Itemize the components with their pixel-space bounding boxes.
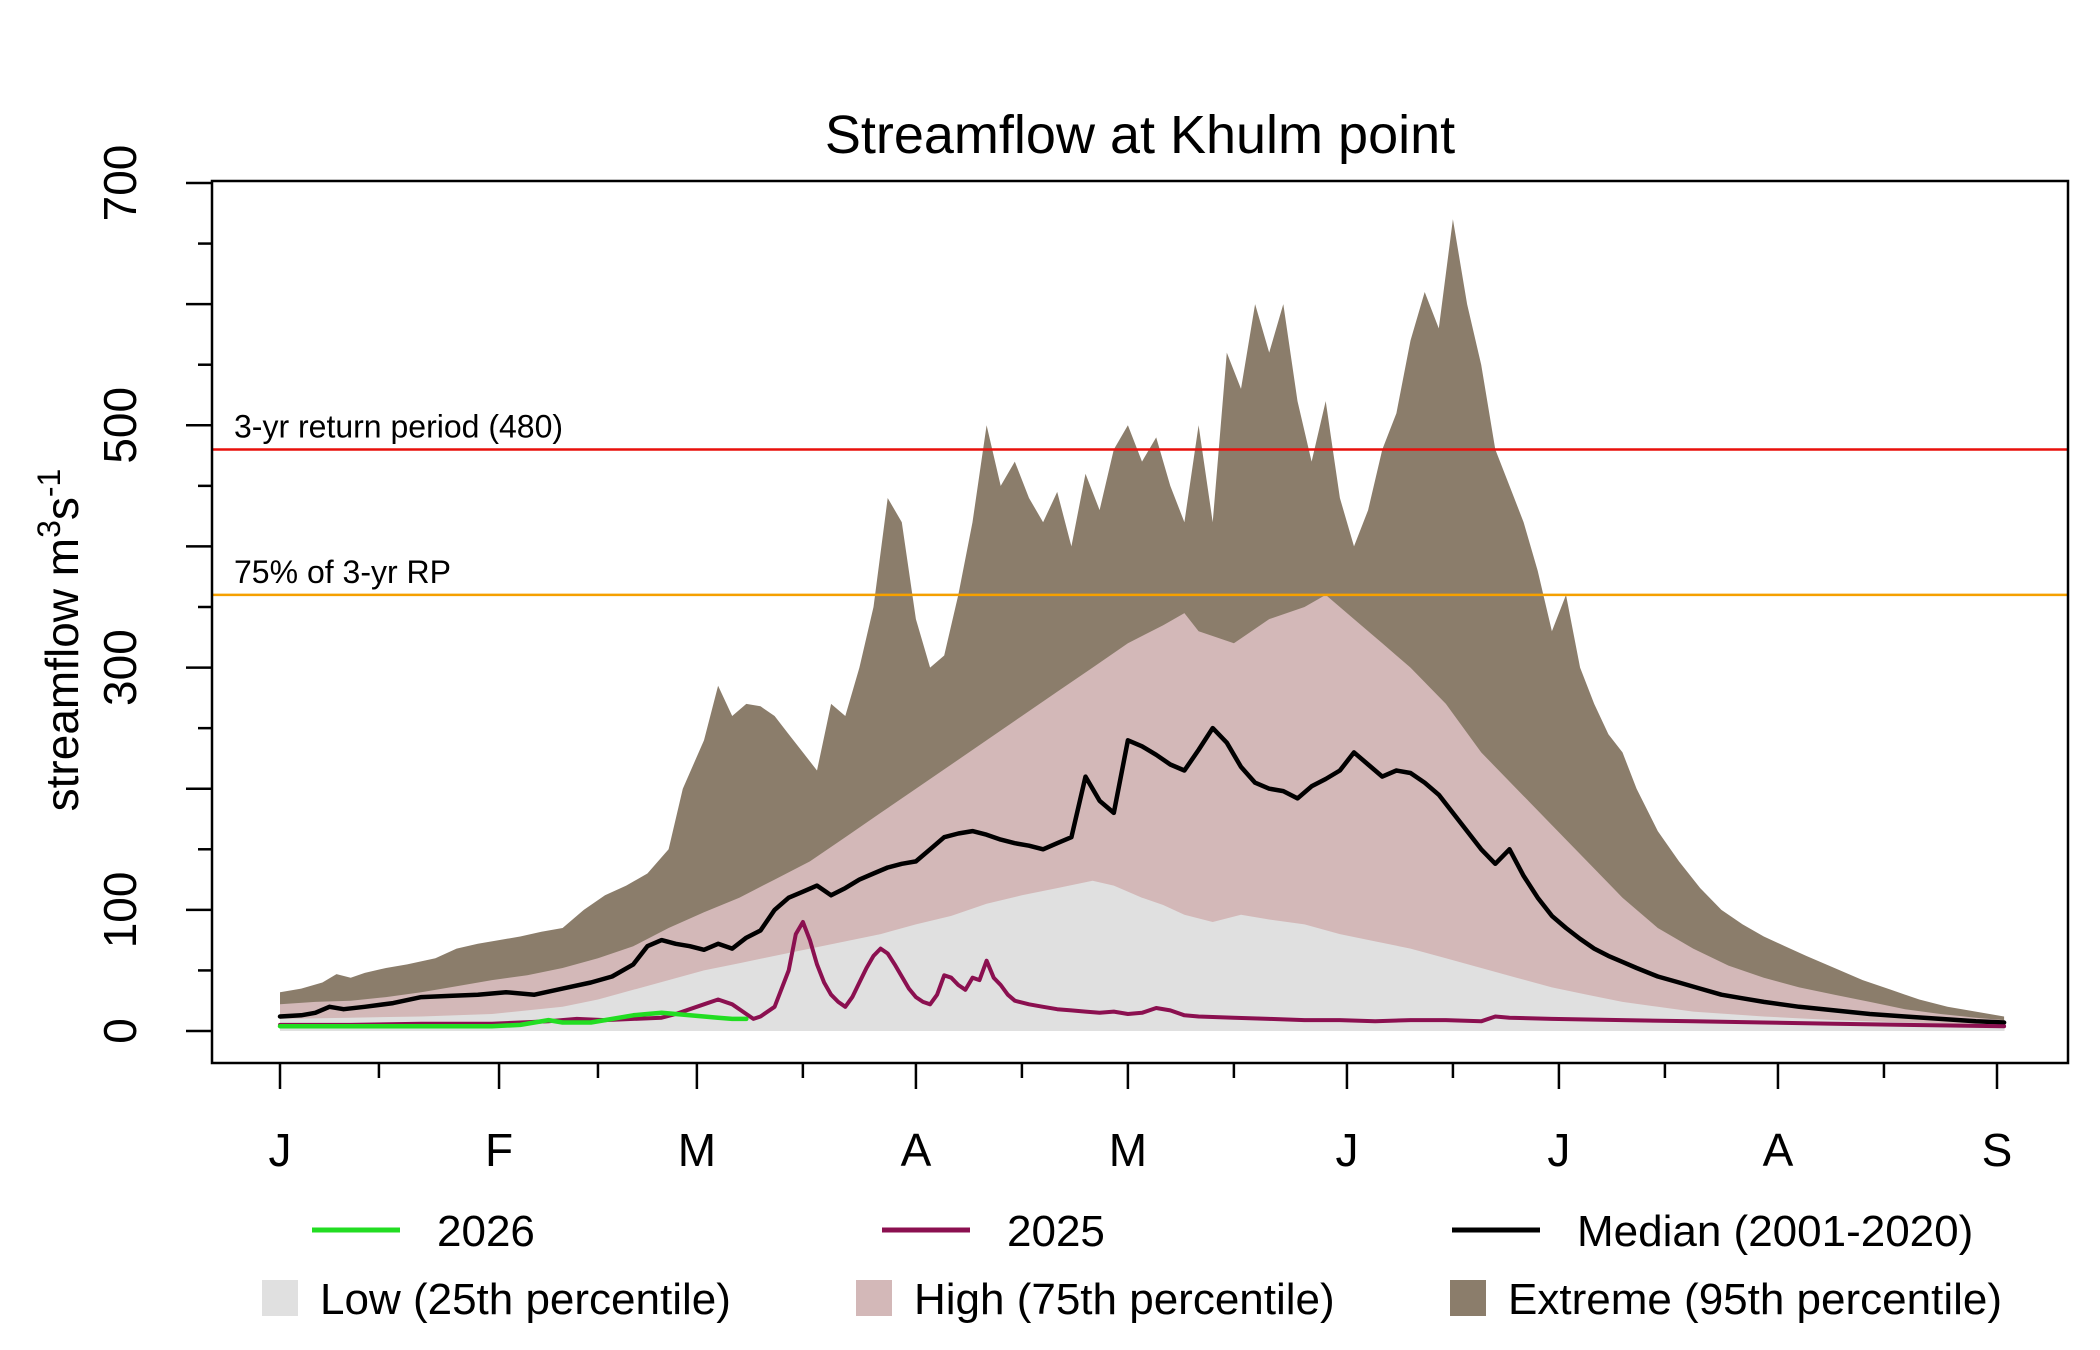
band-high-75th-percentile <box>280 594 2005 1031</box>
x-tick-label: J <box>1335 1124 1358 1176</box>
x-tick-label: A <box>1763 1124 1794 1176</box>
series-line-median-2001-2020 <box>277 725 2007 1025</box>
band-extreme-95th-percentile <box>280 219 2005 1032</box>
series-line-2025 <box>278 920 2007 1029</box>
x-tick-label: J <box>1547 1124 1570 1176</box>
y-axis-label-text: streamflow m <box>36 538 88 811</box>
legend-label-line-1: 2026 <box>437 1207 535 1256</box>
y-axis-label-sup1: 3 <box>31 520 67 538</box>
reference-label-return-period: 3-yr return period (480) <box>234 409 563 445</box>
y-tick-label: 500 <box>94 387 146 464</box>
legend-label-line-2: 2025 <box>1007 1207 1105 1256</box>
legend-label-box-2: High (75th percentile) <box>914 1275 1335 1324</box>
legend-swatch-1 <box>262 1280 298 1316</box>
y-axis-label-sup2: -1 <box>31 469 67 497</box>
legend-label-line-3: Median (2001-2020) <box>1577 1207 1973 1256</box>
x-tick-label: A <box>901 1124 932 1176</box>
legend-swatch-3 <box>1450 1280 1486 1316</box>
y-axis-label-mid: s <box>36 497 88 520</box>
legend-swatch-2 <box>856 1280 892 1316</box>
reference-label-seventy-five-percent: 75% of 3-yr RP <box>234 554 451 590</box>
legend: 2026 2025 Median (2001-2020) Low (25th perc… <box>262 1207 2002 1324</box>
y-tick-label: 0 <box>94 1018 146 1044</box>
axes: 0 100 300 500 700 J F M A M J J A S <box>94 145 2070 1176</box>
plot-frame <box>210 179 2070 1065</box>
legend-label-box-3: Extreme (95th percentile) <box>1508 1275 2002 1324</box>
x-tick-label: M <box>1109 1124 1147 1176</box>
legend-label-box-1: Low (25th percentile) <box>320 1275 731 1324</box>
x-tick-label: S <box>1982 1124 2013 1176</box>
x-tick-label: J <box>269 1124 292 1176</box>
band-low-25th-percentile <box>280 880 2005 1031</box>
y-axis-label: streamflow m3s-1 <box>31 469 88 812</box>
plot-area: 3-yr return period (480) 75% of 3-yr RP <box>212 219 2068 1032</box>
chart-title: Streamflow at Khulm point <box>825 105 1455 165</box>
y-tick-label: 700 <box>94 145 146 222</box>
y-tick-label: 300 <box>94 629 146 706</box>
x-tick-label: F <box>485 1124 513 1176</box>
y-tick-label: 100 <box>94 872 146 949</box>
series-line-2026 <box>277 1010 749 1029</box>
x-tick-label: M <box>678 1124 716 1176</box>
